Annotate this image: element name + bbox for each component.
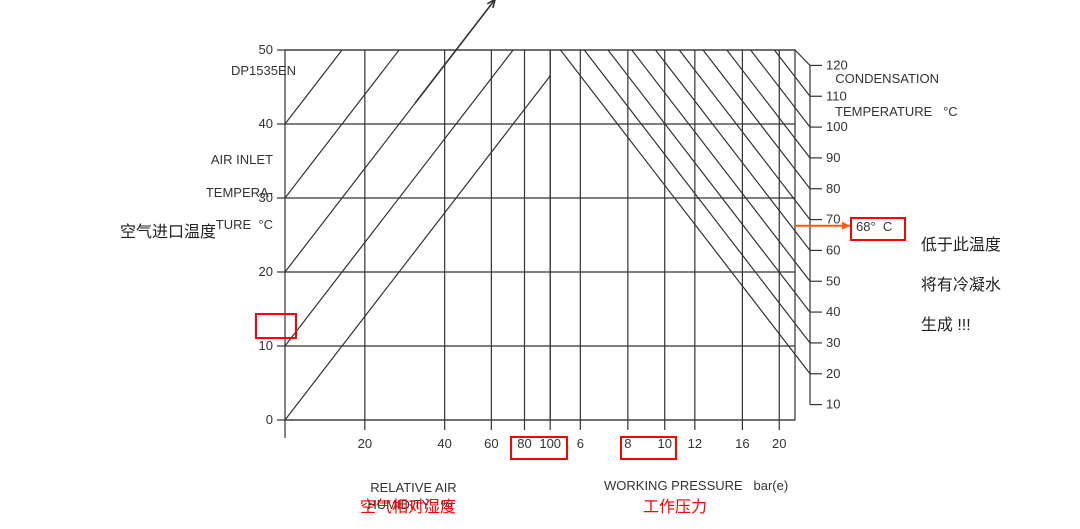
svg-text:60: 60 (484, 436, 498, 451)
redbox-rh80-100 (510, 436, 568, 460)
air-inlet-title-cn: 空气进口温度 (120, 223, 216, 243)
svg-text:10: 10 (259, 338, 273, 353)
note-cn: 低于此温度 将有冷凝水 生成 !!! (912, 216, 1001, 336)
pressure-title-cn: 工作压力 (643, 498, 707, 518)
humidity-title-cn: 空气相对湿度 (360, 498, 456, 518)
svg-text:0: 0 (266, 412, 273, 427)
svg-text:50: 50 (259, 42, 273, 57)
air-inlet-line2: TEMPERA- (206, 185, 273, 200)
svg-text:70: 70 (826, 212, 840, 227)
figure-id: DP1535EN (231, 63, 296, 79)
svg-text:6: 6 (577, 436, 584, 451)
condensation-title: CONDENSATION TEMPERATURE °C (828, 55, 958, 120)
svg-text:40: 40 (259, 116, 273, 131)
cond-line1: CONDENSATION (835, 71, 939, 86)
label-68c: 68° C (856, 219, 892, 235)
svg-text:90: 90 (826, 150, 840, 165)
svg-text:30: 30 (826, 335, 840, 350)
pressure-title: WORKING PRESSURE bar(e) (604, 478, 788, 494)
air-inlet-line3: TURE °C (216, 217, 273, 232)
svg-text:10: 10 (826, 397, 840, 412)
air-inlet-title: AIR INLET TEMPERA- TURE °C (178, 136, 273, 234)
svg-text:100: 100 (826, 119, 848, 134)
note-line1: 低于此温度 (921, 237, 1001, 254)
svg-text:16: 16 (735, 436, 749, 451)
svg-text:20: 20 (772, 436, 786, 451)
svg-text:20: 20 (358, 436, 372, 451)
svg-text:40: 40 (826, 304, 840, 319)
air-inlet-line1: AIR INLET (211, 152, 273, 167)
redbox-p8-10 (620, 436, 677, 460)
cond-line2: TEMPERATURE °C (835, 104, 958, 119)
svg-text:40: 40 (437, 436, 451, 451)
svg-text:60: 60 (826, 242, 840, 257)
svg-text:12: 12 (688, 436, 702, 451)
redbox-temp20 (255, 313, 297, 339)
nomograph-figure: { "figure":{ "type":"nomograph", "id_lab… (0, 0, 1080, 529)
svg-text:20: 20 (259, 264, 273, 279)
svg-text:80: 80 (826, 181, 840, 196)
note-line2: 将有冷凝水 (921, 277, 1001, 294)
svg-text:20: 20 (826, 366, 840, 381)
note-line3: 生成 !!! (921, 317, 971, 334)
svg-text:50: 50 (826, 273, 840, 288)
